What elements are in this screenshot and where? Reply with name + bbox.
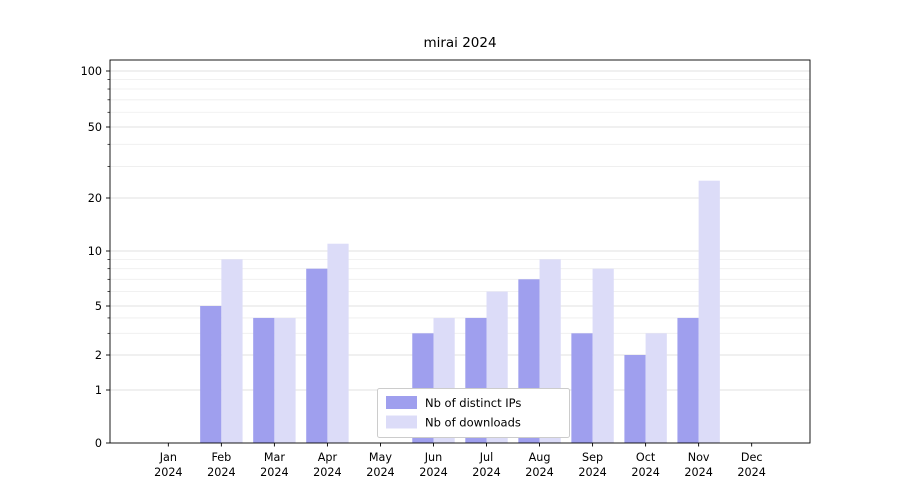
x-tick-label-year: 2024 <box>260 466 288 479</box>
legend-label-downloads: Nb of downloads <box>425 416 521 430</box>
x-tick-label-month: Oct <box>636 451 656 464</box>
x-tick-label-year: 2024 <box>366 466 394 479</box>
bar-distinct-ips <box>306 268 328 443</box>
x-tick-label-month: Jul <box>479 451 494 464</box>
x-tick-label-year: 2024 <box>525 466 553 479</box>
chart-title: mirai 2024 <box>423 35 496 51</box>
legend: Nb of distinct IPs Nb of downloads <box>377 388 570 438</box>
x-tick-label-month: Apr <box>318 451 338 464</box>
x-tick-label-year: 2024 <box>631 466 659 479</box>
y-tick-label: 50 <box>88 121 102 134</box>
x-tick-label-year: 2024 <box>313 466 341 479</box>
x-tick-label-month: May <box>369 451 393 464</box>
x-tick-label-year: 2024 <box>472 466 500 479</box>
legend-box <box>377 388 570 438</box>
bar-downloads <box>698 180 720 444</box>
bar-distinct-ips <box>200 306 222 443</box>
x-tick-label-year: 2024 <box>684 466 712 479</box>
y-tick-label: 20 <box>88 192 102 205</box>
x-tick-label-year: 2024 <box>737 466 765 479</box>
x-tick-label-month: Aug <box>529 451 551 464</box>
bar-distinct-ips <box>253 317 275 443</box>
x-tick-label-month: Sep <box>582 451 603 464</box>
axes <box>109 59 811 444</box>
bar-distinct-ips <box>624 355 646 443</box>
legend-label-distinct-ips: Nb of distinct IPs <box>425 396 521 410</box>
y-tick-label: 10 <box>88 245 102 258</box>
x-tick-label-year: 2024 <box>154 466 182 479</box>
bar-distinct-ips <box>677 317 699 443</box>
bar-downloads <box>274 317 296 443</box>
bar-downloads <box>327 243 349 443</box>
y-tick-label: 1 <box>95 384 102 397</box>
x-tick-label-year: 2024 <box>207 466 235 479</box>
bar-distinct-ips <box>571 333 593 443</box>
y-tick-label: 2 <box>95 349 102 362</box>
x-tick-label-month: Jun <box>424 451 442 464</box>
x-tick-label-year: 2024 <box>419 466 447 479</box>
plot-border <box>109 59 811 444</box>
bar-downloads <box>221 259 243 443</box>
x-tick-label-month: Mar <box>264 451 286 464</box>
y-tick-label: 100 <box>81 65 102 78</box>
legend-swatch-distinct-ips <box>386 396 417 409</box>
x-tick-label-year: 2024 <box>578 466 606 479</box>
x-tick-label-month: Dec <box>741 451 763 464</box>
bar-downloads <box>645 333 667 443</box>
bar-downloads <box>592 268 614 443</box>
x-tick-label-month: Feb <box>211 451 231 464</box>
y-tick-label: 0 <box>95 437 102 450</box>
x-tick-label-month: Nov <box>688 451 710 464</box>
axis-ticks: 0 1 2 5 10 20 50 100 Jan 2024 Feb 2024 Mar 2024 Apr 202… <box>81 65 766 479</box>
legend-swatch-downloads <box>386 415 417 429</box>
y-tick-label: 5 <box>95 300 102 313</box>
x-tick-label-month: Jan <box>159 451 177 464</box>
